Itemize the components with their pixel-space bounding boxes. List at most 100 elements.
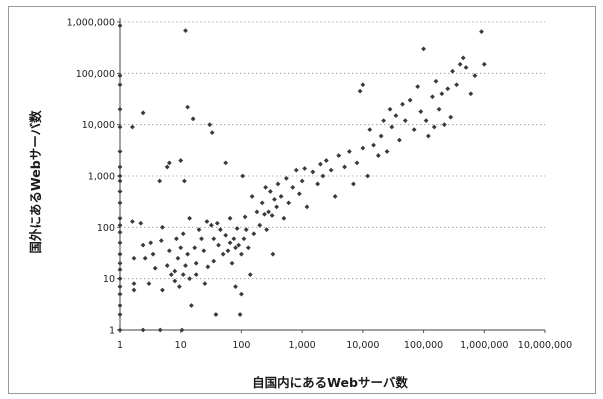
data-point bbox=[254, 209, 260, 215]
data-point bbox=[281, 215, 287, 221]
data-point bbox=[193, 272, 199, 278]
data-point bbox=[296, 191, 302, 197]
data-point bbox=[180, 272, 186, 278]
data-point bbox=[180, 231, 186, 237]
data-point bbox=[187, 215, 192, 221]
data-point bbox=[192, 245, 198, 251]
data-point bbox=[117, 291, 123, 297]
data-point bbox=[117, 260, 123, 266]
data-point bbox=[213, 312, 219, 317]
y-tick-label: 10,000 bbox=[82, 120, 115, 131]
y-axis-title: 国外にあるWebサーバ数 bbox=[28, 110, 43, 254]
data-point bbox=[117, 229, 123, 235]
data-point bbox=[360, 145, 366, 151]
data-point bbox=[270, 251, 276, 257]
data-point bbox=[175, 255, 181, 261]
data-point bbox=[185, 251, 191, 257]
x-tick-label: 10 bbox=[175, 340, 187, 351]
data-point bbox=[423, 118, 429, 124]
data-point bbox=[148, 240, 154, 246]
data-point bbox=[389, 124, 395, 130]
data-point bbox=[172, 278, 178, 284]
data-point bbox=[117, 284, 123, 290]
data-point bbox=[142, 255, 148, 261]
data-point bbox=[138, 220, 144, 226]
data-point bbox=[140, 242, 146, 248]
data-point bbox=[227, 240, 233, 246]
chart-frame bbox=[8, 6, 596, 394]
data-point bbox=[117, 200, 123, 206]
data-point bbox=[158, 238, 164, 244]
data-point bbox=[117, 312, 123, 317]
x-tick-label: 1,000,000 bbox=[460, 340, 508, 351]
data-point bbox=[117, 149, 123, 154]
data-point bbox=[185, 104, 191, 110]
data-point bbox=[400, 101, 405, 107]
data-point bbox=[239, 251, 244, 257]
data-point bbox=[342, 164, 347, 170]
data-point bbox=[140, 110, 146, 116]
y-tick-label: 100 bbox=[97, 223, 115, 234]
data-point bbox=[168, 272, 174, 278]
data-point bbox=[240, 173, 246, 179]
data-point bbox=[117, 178, 123, 184]
grid-lines bbox=[120, 21, 545, 280]
data-point bbox=[117, 240, 123, 246]
data-point bbox=[189, 303, 194, 308]
data-point bbox=[140, 327, 146, 333]
data-point bbox=[454, 82, 460, 88]
data-point bbox=[323, 158, 329, 163]
data-point bbox=[216, 242, 221, 248]
data-point bbox=[407, 97, 413, 103]
data-point bbox=[209, 130, 215, 136]
data-point bbox=[387, 106, 393, 112]
data-point bbox=[430, 94, 435, 100]
data-point bbox=[275, 181, 281, 187]
data-point bbox=[201, 248, 207, 254]
axes bbox=[117, 18, 546, 333]
data-point bbox=[160, 287, 165, 293]
data-point bbox=[174, 236, 179, 242]
data-point bbox=[283, 175, 289, 181]
x-tick-label: 100,000 bbox=[404, 340, 443, 351]
data-point bbox=[181, 178, 187, 184]
data-point bbox=[211, 236, 217, 242]
data-point bbox=[293, 167, 299, 173]
data-point bbox=[193, 260, 199, 266]
data-point bbox=[229, 260, 235, 266]
data-point bbox=[445, 86, 451, 92]
data-point bbox=[227, 215, 233, 221]
data-point bbox=[310, 169, 316, 175]
data-point bbox=[172, 268, 178, 274]
data-point bbox=[264, 227, 270, 233]
data-point bbox=[472, 73, 478, 79]
data-point bbox=[243, 227, 249, 233]
data-point bbox=[117, 173, 123, 179]
data-point bbox=[272, 197, 277, 202]
data-point bbox=[150, 251, 156, 257]
data-point bbox=[481, 61, 487, 67]
data-point bbox=[117, 215, 123, 221]
data-point bbox=[233, 284, 238, 290]
x-tick-label: 10,000,000 bbox=[518, 340, 572, 351]
data-point bbox=[357, 88, 363, 94]
y-tick-label: 10 bbox=[103, 274, 115, 285]
data-point bbox=[117, 327, 123, 333]
x-tick-label: 1 bbox=[117, 340, 123, 351]
data-point bbox=[117, 164, 123, 170]
data-point bbox=[225, 248, 231, 254]
data-point bbox=[131, 287, 137, 293]
data-point bbox=[421, 46, 426, 52]
data-point bbox=[318, 161, 323, 167]
data-point bbox=[231, 236, 237, 242]
data-point bbox=[176, 284, 182, 290]
data-point bbox=[129, 124, 135, 130]
data-point bbox=[199, 236, 204, 242]
data-point bbox=[360, 82, 366, 88]
data-point bbox=[117, 303, 123, 308]
data-point bbox=[302, 166, 308, 171]
data-point bbox=[241, 236, 247, 242]
data-point bbox=[251, 231, 257, 237]
data-point bbox=[208, 222, 214, 228]
